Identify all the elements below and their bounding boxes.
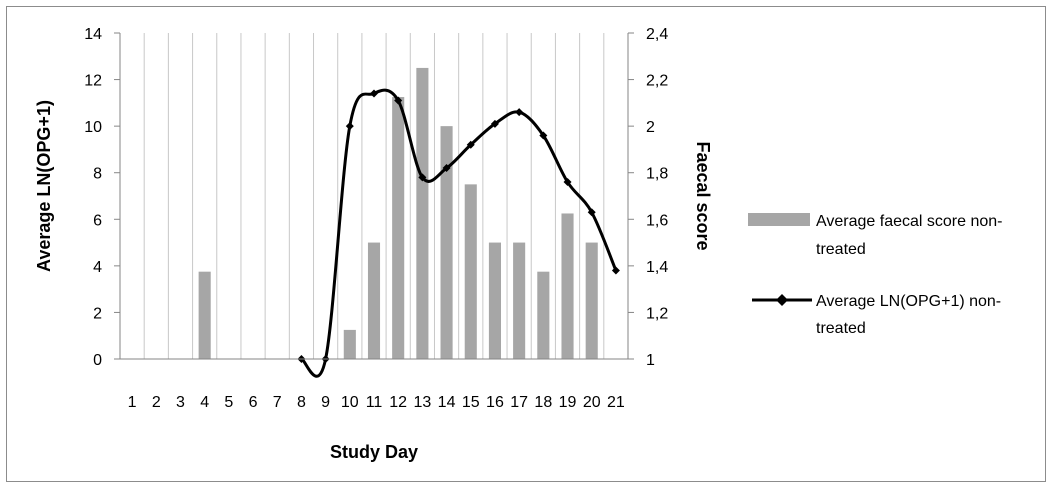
legend-line-label-line1: Average LN(OPG+1) non- — [816, 293, 1001, 310]
x-tick-label: 8 — [297, 394, 306, 411]
y-right-tick-label: 1 — [646, 352, 655, 369]
bar — [416, 67, 429, 359]
line-series — [297, 88, 620, 378]
x-tick-label: 10 — [341, 394, 359, 411]
x-tick-label: 1 — [128, 394, 137, 411]
x-tick-label: 20 — [583, 394, 601, 411]
x-tick-label: 16 — [486, 394, 504, 411]
y-axis-right-title: Faecal score — [693, 141, 713, 250]
line-point-marker — [370, 89, 378, 98]
line-point-marker — [394, 96, 403, 105]
x-tick-label: 13 — [413, 394, 431, 411]
legend: Average faecal score non- treated Averag… — [748, 213, 1002, 337]
legend-bar-label-line1: Average faecal score non- — [816, 213, 1002, 230]
line-point-marker — [515, 108, 524, 117]
line-point-marker — [539, 131, 548, 140]
line-point-marker — [418, 173, 427, 182]
x-tick-label: 12 — [389, 394, 407, 411]
x-tick-label: 5 — [224, 394, 233, 411]
bar — [561, 213, 574, 359]
x-tick-label: 4 — [200, 394, 209, 411]
bar — [488, 242, 501, 359]
line-point-marker — [345, 122, 354, 131]
y-right-tick-label: 2 — [646, 119, 655, 136]
bar — [198, 271, 211, 359]
line-point-marker — [442, 164, 451, 173]
legend-bar-label-line2: treated — [816, 241, 866, 258]
bar — [537, 271, 550, 359]
line-point-marker — [466, 140, 475, 149]
x-tick-label: 11 — [366, 394, 383, 411]
x-tick-label: 3 — [176, 394, 185, 411]
bar — [585, 242, 598, 359]
x-tick-label: 15 — [462, 394, 480, 411]
y-right-tick-label: 2,4 — [646, 26, 668, 43]
line-point-marker — [587, 208, 596, 217]
legend-line-marker — [776, 294, 788, 306]
y-left-tick-label: 2 — [93, 305, 102, 322]
bar — [440, 126, 453, 360]
y-right-tick-label: 1,2 — [646, 305, 668, 322]
x-tick-label: 17 — [510, 394, 528, 411]
x-tick-label: 14 — [438, 394, 456, 411]
y-right-tick-label: 1,8 — [646, 166, 668, 183]
y-left-tick-label: 14 — [84, 26, 102, 43]
y-left-tick-label: 6 — [93, 212, 102, 229]
bar — [513, 242, 526, 359]
line-point-marker — [563, 178, 572, 187]
line-point-marker — [490, 119, 499, 128]
y-left-tick-label: 10 — [84, 119, 102, 136]
legend-bar-swatch — [748, 213, 810, 226]
x-tick-label: 18 — [534, 394, 552, 411]
y-right-tick-label: 2,2 — [646, 73, 668, 90]
x-tick-label: 19 — [559, 394, 577, 411]
x-tick-label: 21 — [607, 394, 625, 411]
x-tick-label: 2 — [152, 394, 161, 411]
bar-series — [198, 67, 598, 360]
y-right-tick-label: 1,6 — [646, 212, 668, 229]
legend-line-label-line2: treated — [816, 320, 866, 337]
line-point-marker — [611, 266, 620, 275]
y-left-tick-label: 4 — [93, 259, 102, 276]
bar — [392, 97, 405, 360]
x-axis-title: Study Day — [330, 442, 418, 462]
bar — [343, 329, 356, 359]
y-right-tick-label: 1,4 — [646, 259, 668, 276]
x-tick-label: 6 — [249, 394, 258, 411]
chart-frame — [6, 6, 1046, 482]
bar — [464, 184, 477, 359]
y-left-tick-label: 12 — [84, 73, 102, 90]
x-tick-label: 7 — [273, 394, 282, 411]
y-axis-left-title: Average LN(OPG+1) — [34, 100, 54, 272]
y-left-tick-label: 0 — [93, 352, 102, 369]
y-left-tick-label: 8 — [93, 166, 102, 183]
x-tick-label: 9 — [321, 394, 330, 411]
bar — [367, 242, 381, 359]
